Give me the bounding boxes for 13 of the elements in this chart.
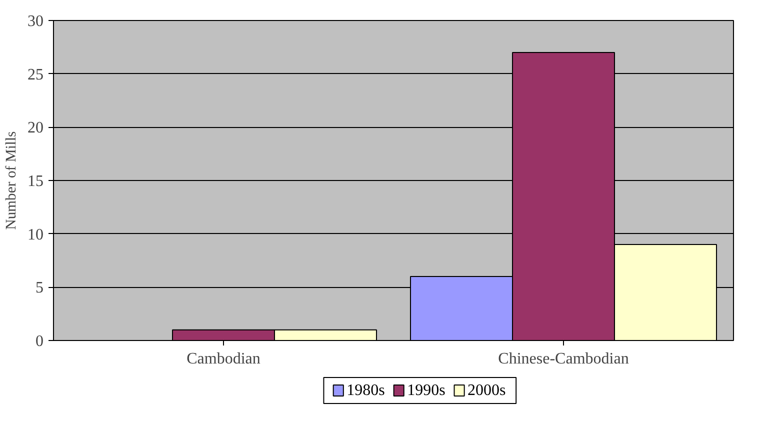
y-tick-label: 30	[28, 13, 44, 30]
legend-label: 2000s	[468, 382, 506, 399]
legend-label: 1990s	[407, 382, 446, 399]
y-tick-label: 10	[28, 226, 44, 244]
x-tick-label: Chinese-Cambodian	[498, 350, 629, 368]
y-tick-label: 0	[36, 333, 44, 350]
legend-label: 1980s	[346, 382, 385, 399]
y-tick-label: 15	[28, 173, 44, 190]
y-tick-label: 25	[28, 66, 44, 84]
y-tick-label: 20	[28, 120, 44, 137]
y-tick-label: 5	[36, 280, 44, 297]
y-axis-title: Number of Mills	[4, 130, 20, 230]
x-tick-label: Cambodian	[186, 350, 260, 368]
